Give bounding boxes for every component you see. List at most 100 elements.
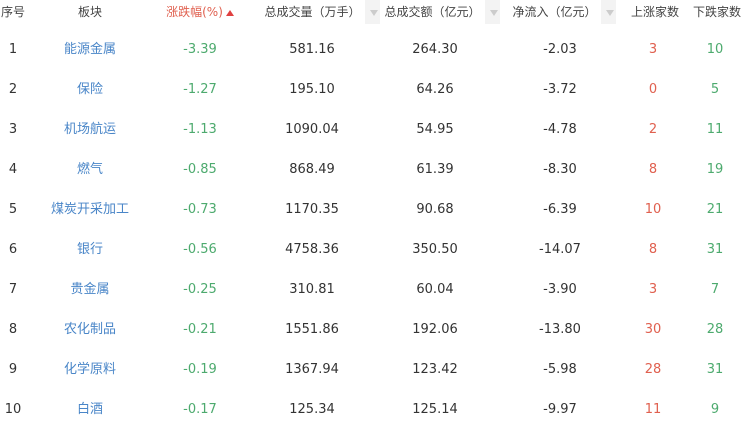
- header-change[interactable]: 涨跌幅(%): [160, 0, 240, 24]
- sector-link[interactable]: 农化制品: [63, 322, 116, 337]
- inflow-value: -9.97: [543, 402, 577, 417]
- change-value: -0.19: [183, 362, 217, 377]
- down-count: 31: [706, 242, 724, 257]
- inflow-value: -13.80: [539, 322, 581, 337]
- change-value: -1.13: [183, 122, 217, 137]
- change-value: -0.25: [183, 282, 217, 297]
- change-value: -0.85: [183, 162, 217, 177]
- volume-value: 125.34: [289, 402, 335, 417]
- amount-value: 192.06: [412, 322, 458, 337]
- up-count: 2: [648, 122, 658, 137]
- up-count: 3: [648, 282, 658, 297]
- up-count: 8: [648, 162, 658, 177]
- amount-value: 125.14: [412, 402, 458, 417]
- header-volume[interactable]: 总成交量（万手）: [262, 0, 382, 24]
- down-count: 19: [706, 162, 724, 177]
- header-inflow-label: 净流入（亿元）: [512, 5, 597, 19]
- table-row: 5 煤炭开采加工 -0.73 1170.35 90.68 -6.39 10 21: [0, 198, 747, 222]
- header-down-count: 下跌家数: [692, 5, 741, 19]
- table-row: 8 农化制品 -0.21 1551.86 192.06 -13.80 30 28: [0, 318, 747, 342]
- amount-value: 60.04: [416, 282, 454, 297]
- row-index: 1: [8, 42, 18, 57]
- inflow-value: -4.78: [543, 122, 577, 137]
- volume-value: 195.10: [289, 82, 335, 97]
- header-volume-label: 总成交量（万手）: [264, 5, 361, 19]
- sort-down-icon[interactable]: [369, 9, 378, 16]
- change-value: -1.27: [183, 82, 217, 97]
- row-index: 7: [8, 282, 18, 297]
- up-count: 10: [644, 202, 662, 217]
- sector-link[interactable]: 保险: [76, 82, 103, 97]
- amount-value: 350.50: [412, 242, 458, 257]
- change-value: -0.73: [183, 202, 217, 217]
- row-index: 5: [8, 202, 18, 217]
- up-count: 8: [648, 242, 658, 257]
- sector-link[interactable]: 化学原料: [63, 362, 116, 377]
- down-count: 7: [710, 282, 720, 297]
- sector-link[interactable]: 能源金属: [63, 42, 116, 57]
- header-up-count: 上涨家数: [630, 5, 679, 19]
- header-amount-label: 总成交额（亿元）: [384, 5, 481, 19]
- sector-link[interactable]: 银行: [76, 242, 103, 257]
- volume-value: 868.49: [289, 162, 335, 177]
- table-row: 9 化学原料 -0.19 1367.94 123.42 -5.98 28 31: [0, 358, 747, 382]
- header-change-label: 涨跌幅(%): [166, 5, 223, 19]
- down-count: 21: [706, 202, 724, 217]
- sector-link[interactable]: 贵金属: [70, 282, 110, 297]
- table-row: 10 白酒 -0.17 125.34 125.14 -9.97 11 9: [0, 398, 747, 422]
- inflow-value: -2.03: [543, 42, 577, 57]
- change-value: -0.17: [183, 402, 217, 417]
- up-count: 30: [644, 322, 662, 337]
- amount-value: 90.68: [416, 202, 454, 217]
- table-row: 6 银行 -0.56 4758.36 350.50 -14.07 8 31: [0, 238, 747, 262]
- down-count: 28: [706, 322, 724, 337]
- volume-value: 310.81: [289, 282, 335, 297]
- sort-ascending-icon[interactable]: [225, 9, 234, 16]
- up-count: 3: [648, 42, 658, 57]
- header-sector: 板块: [77, 5, 102, 19]
- row-index: 9: [8, 362, 18, 377]
- change-value: -3.39: [183, 42, 217, 57]
- table-row: 4 燃气 -0.85 868.49 61.39 -8.30 8 19: [0, 158, 747, 182]
- down-count: 31: [706, 362, 724, 377]
- amount-value: 64.26: [416, 82, 454, 97]
- sort-down-icon[interactable]: [489, 9, 498, 16]
- inflow-value: -3.90: [543, 282, 577, 297]
- table-header: 序号 板块 涨跌幅(%) 总成交量（万手） 总成交额（亿元） 净流入（亿元） 上…: [0, 0, 747, 24]
- inflow-value: -8.30: [543, 162, 577, 177]
- volume-value: 1551.86: [285, 322, 339, 337]
- row-index: 3: [8, 122, 18, 137]
- inflow-value: -5.98: [543, 362, 577, 377]
- change-value: -0.56: [183, 242, 217, 257]
- sector-link[interactable]: 机场航运: [63, 122, 116, 137]
- sector-link[interactable]: 煤炭开采加工: [50, 202, 129, 217]
- sector-link[interactable]: 燃气: [76, 162, 103, 177]
- volume-value: 4758.36: [285, 242, 339, 257]
- amount-value: 264.30: [412, 42, 458, 57]
- table-row: 2 保险 -1.27 195.10 64.26 -3.72 0 5: [0, 78, 747, 102]
- table-row: 3 机场航运 -1.13 1090.04 54.95 -4.78 2 11: [0, 118, 747, 142]
- down-count: 11: [706, 122, 724, 137]
- header-amount[interactable]: 总成交额（亿元）: [382, 0, 502, 24]
- row-index: 6: [8, 242, 18, 257]
- inflow-value: -14.07: [539, 242, 581, 257]
- header-inflow[interactable]: 净流入（亿元）: [508, 0, 620, 24]
- up-count: 11: [644, 402, 662, 417]
- amount-value: 61.39: [416, 162, 454, 177]
- sector-link[interactable]: 白酒: [76, 402, 103, 417]
- inflow-value: -6.39: [543, 202, 577, 217]
- down-count: 5: [710, 82, 720, 97]
- change-value: -0.21: [183, 322, 217, 337]
- row-index: 2: [8, 82, 18, 97]
- header-index: 序号: [0, 5, 25, 19]
- row-index: 4: [8, 162, 18, 177]
- amount-value: 54.95: [416, 122, 454, 137]
- volume-value: 1090.04: [285, 122, 339, 137]
- up-count: 28: [644, 362, 662, 377]
- row-index: 8: [8, 322, 18, 337]
- volume-value: 581.16: [289, 42, 335, 57]
- sort-down-icon[interactable]: [605, 9, 614, 16]
- down-count: 9: [710, 402, 720, 417]
- table-row: 1 能源金属 -3.39 581.16 264.30 -2.03 3 10: [0, 38, 747, 62]
- volume-value: 1367.94: [285, 362, 339, 377]
